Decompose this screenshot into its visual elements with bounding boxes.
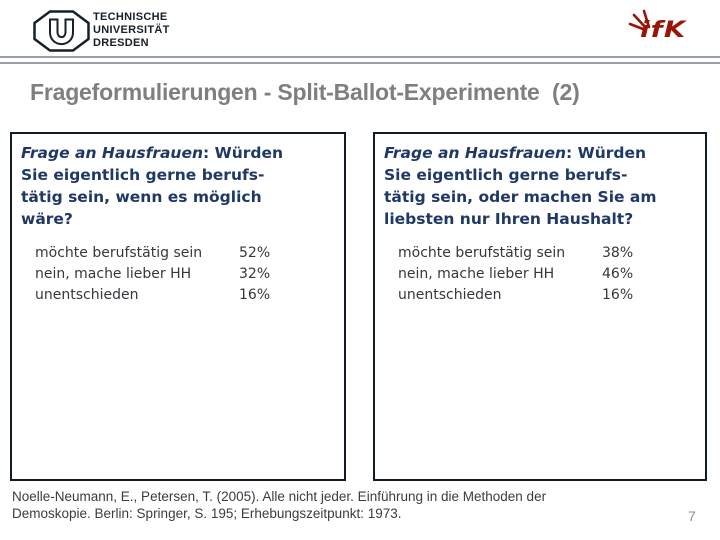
- answer-label: nein, mache lieber HH: [398, 266, 555, 282]
- question-line-rest: : Würden: [203, 144, 284, 162]
- answer-value: 46%: [602, 266, 634, 282]
- citation-line: Noelle-Neumann, E., Petersen, T. (2005).…: [12, 489, 547, 504]
- question-line-rest: : Würden: [566, 144, 647, 162]
- answers-list: möchte berufstätig sein 38% nein, mache …: [384, 243, 696, 306]
- citation-line: Demoskopie. Berlin: Springer, S. 195; Er…: [12, 506, 402, 521]
- ifk-institute-logo: ifK: [627, 7, 707, 49]
- question-line: liebsten nur Ihren Haushalt?: [384, 210, 634, 228]
- citation: Noelle-Neumann, E., Petersen, T. (2005).…: [12, 488, 546, 522]
- page-number: 7: [688, 508, 696, 524]
- answer-value: 52%: [239, 245, 271, 261]
- university-name-line: TECHNISCHE: [93, 11, 168, 23]
- question-line: Sie eigentlich gerne berufs-: [384, 166, 628, 184]
- answer-label: möchte berufstätig sein: [398, 245, 566, 261]
- answer-label: möchte berufstätig sein: [35, 245, 203, 261]
- question-box-right: Frage an Hausfrauen: Würden Sie eigentli…: [373, 132, 707, 481]
- answer-row: nein, mache lieber HH 46%: [398, 264, 696, 285]
- answer-label: nein, mache lieber HH: [35, 266, 192, 282]
- page-title: Frageformulierungen - Split-Ballot-Exper…: [30, 79, 580, 105]
- header-rule-top: [0, 56, 720, 58]
- question-text: Frage an Hausfrauen: Würden Sie eigentli…: [21, 142, 335, 230]
- question-line: Sie eigentlich gerne berufs-: [21, 166, 265, 184]
- tud-university-logo-icon: [33, 10, 90, 52]
- answer-row: nein, mache lieber HH 32%: [35, 264, 335, 285]
- ifk-sparkle-icon: [628, 9, 651, 31]
- question-box-left: Frage an Hausfrauen: Würden Sie eigentli…: [10, 132, 346, 481]
- question-line: Frage an Hausfrauen: Würden: [21, 142, 335, 164]
- question-text: Frage an Hausfrauen: Würden Sie eigentli…: [384, 142, 696, 230]
- university-name-line: DRESDEN: [93, 37, 149, 49]
- question-line: tätig sein, oder machen Sie am: [384, 188, 657, 206]
- ifk-logo-text: ifK: [640, 18, 687, 43]
- answer-value: 32%: [239, 266, 271, 282]
- question-line: Frage an Hausfrauen: Würden: [384, 142, 696, 164]
- answer-label: unentschieden: [35, 287, 139, 303]
- answer-row: unentschieden 16%: [35, 285, 335, 306]
- question-intro: Frage an Hausfrauen: [21, 144, 204, 162]
- answer-row: möchte berufstätig sein 52%: [35, 243, 335, 264]
- answer-value: 16%: [602, 287, 634, 303]
- question-line: wäre?: [21, 210, 73, 228]
- question-intro: Frage an Hausfrauen: [384, 144, 567, 162]
- answer-label: unentschieden: [398, 287, 502, 303]
- answers-list: möchte berufstätig sein 52% nein, mache …: [21, 243, 335, 306]
- header-rule-bottom: [0, 62, 720, 64]
- answer-row: unentschieden 16%: [398, 285, 696, 306]
- answer-value: 16%: [239, 287, 271, 303]
- university-name-line: UNIVERSITÄT: [93, 24, 170, 36]
- answer-row: möchte berufstätig sein 38%: [398, 243, 696, 264]
- answer-value: 38%: [602, 245, 634, 261]
- university-name: TECHNISCHE UNIVERSITÄT DRESDEN: [93, 11, 170, 50]
- question-line: tätig sein, wenn es möglich: [21, 188, 262, 206]
